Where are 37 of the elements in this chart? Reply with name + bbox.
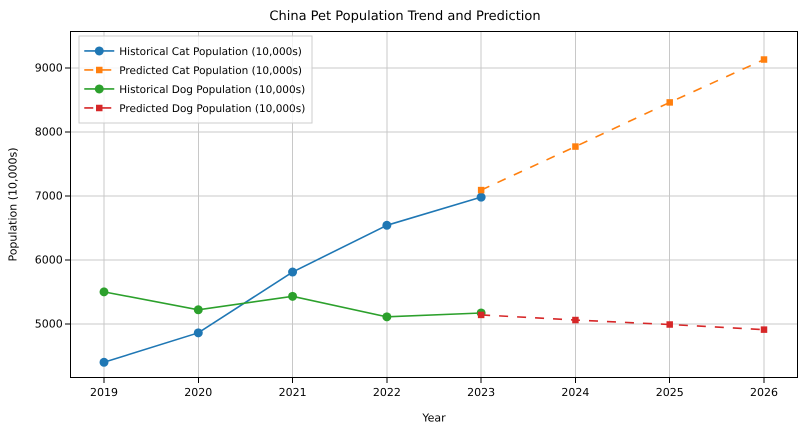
x-tick-label: 2022	[372, 386, 401, 400]
legend-label: Predicted Cat Population (10,000s)	[119, 65, 302, 78]
x-tick-label: 2023	[467, 386, 496, 400]
point	[476, 192, 486, 202]
legend-label: Predicted Dog Population (10,000s)	[119, 103, 306, 116]
point	[100, 358, 108, 367]
point	[382, 220, 392, 230]
point	[288, 292, 298, 301]
point	[666, 99, 673, 106]
point	[100, 287, 108, 296]
y-tick-label: 8000	[34, 126, 63, 139]
x-axis-title: Year	[421, 411, 446, 424]
y-tick-label: 6000	[34, 254, 63, 267]
point	[666, 321, 673, 328]
x-tick-label: 2024	[561, 386, 590, 400]
x-tick-label: 2021	[278, 386, 307, 400]
y-tick-label: 5000	[34, 318, 63, 331]
point	[194, 305, 203, 314]
x-tick-label: 2020	[184, 386, 212, 400]
y-tick-label: 9000	[34, 62, 63, 75]
point	[288, 268, 298, 277]
point	[478, 312, 484, 318]
point	[572, 143, 579, 150]
legend-label: Historical Cat Population (10,000s)	[119, 46, 302, 58]
point	[194, 328, 203, 338]
y-axis-title: Population (10,000s)	[6, 147, 20, 262]
legend-label: Historical Dog Population (10,000s)	[119, 84, 306, 96]
chart-title: China Pet Population Trend and Prediction	[269, 8, 541, 24]
point	[760, 326, 768, 333]
point	[478, 186, 484, 194]
y-tick-label: 7000	[34, 190, 63, 203]
x-tick-label: 2026	[750, 386, 778, 400]
x-tick-label: 2019	[90, 386, 118, 400]
point	[760, 56, 768, 63]
point	[382, 312, 392, 322]
point	[572, 316, 579, 324]
x-tick-label: 2025	[656, 386, 684, 400]
